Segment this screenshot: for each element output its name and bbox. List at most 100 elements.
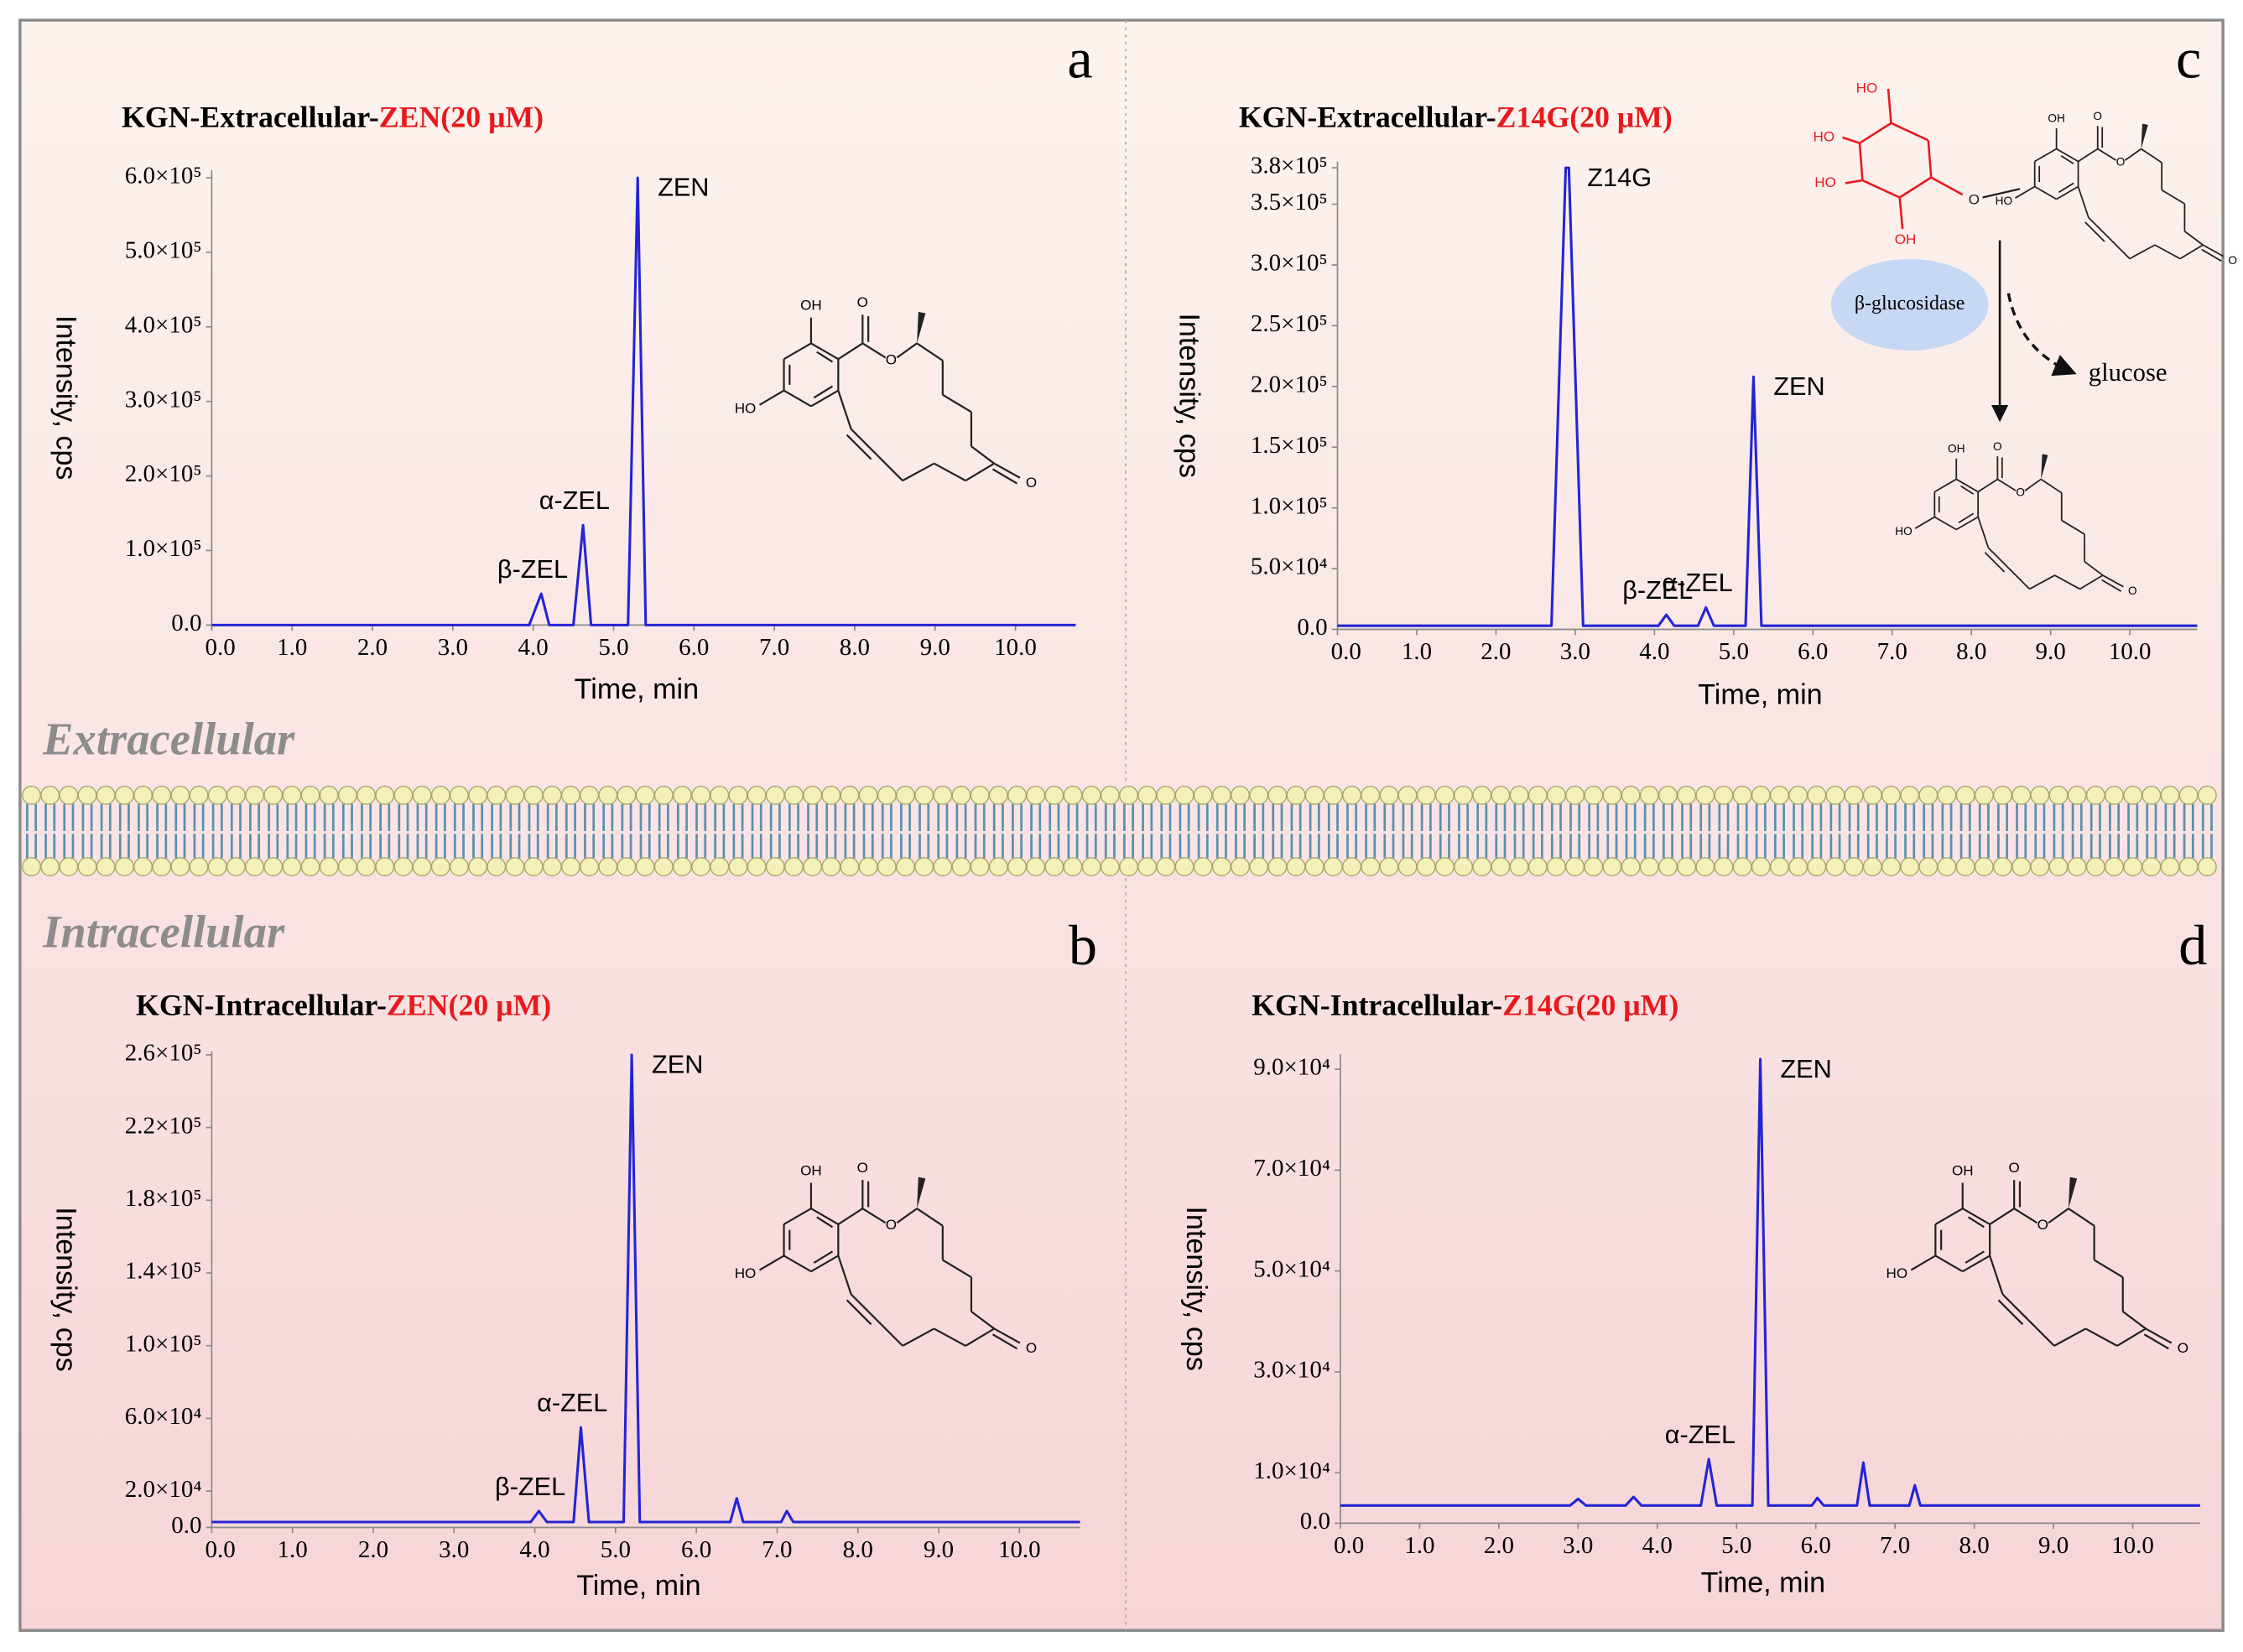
lipid-head [1937, 857, 1957, 877]
lipid-head [468, 785, 488, 805]
y-tick-label: 6.0×10⁴ [125, 1403, 202, 1430]
lipid-head [1026, 857, 1046, 877]
lipid-head [784, 785, 804, 805]
lipid-tail [1067, 803, 1079, 859]
bond [2084, 1327, 2118, 1347]
lipid-tail [1569, 803, 1581, 859]
lipid-head [1788, 785, 1808, 805]
lipid-tail [1085, 803, 1097, 859]
lipid-head [765, 857, 785, 877]
lipid-head [2085, 857, 2105, 877]
lipid-tail [1829, 803, 1841, 859]
lipid-tail [676, 803, 688, 859]
bond [1958, 512, 1975, 524]
lipid-tail [1643, 803, 1655, 859]
bond [2097, 148, 2117, 161]
lipid-head [1918, 857, 1939, 877]
bond [810, 389, 839, 408]
bond [1960, 485, 1975, 495]
lipid-head [784, 857, 804, 877]
lipid-tail [1197, 803, 1209, 859]
lipid-head [803, 785, 823, 805]
bond [1967, 1216, 1985, 1229]
title-part: KGN-Intracellular- [1252, 989, 1502, 1022]
lipid-tail [118, 803, 130, 859]
lipid-head [1156, 857, 1176, 877]
lipid-head [22, 785, 41, 805]
lipid-head [189, 857, 209, 877]
x-tick-label: 7.0 [759, 634, 789, 661]
bond [2141, 148, 2162, 164]
lipid-tail [1253, 803, 1265, 859]
lipid-head [430, 857, 450, 877]
lipid-head [152, 857, 172, 877]
lipid-head [40, 785, 60, 805]
x-tick-label: 8.0 [840, 634, 870, 661]
y-tick-label: 3.8×10⁵ [1251, 153, 1328, 179]
lipid-head [1639, 857, 1659, 877]
lipid-head [59, 857, 79, 877]
x-tick-label: 9.0 [924, 1536, 954, 1563]
title-part: ZEN(20 μM) [387, 989, 551, 1022]
lipid-head [598, 857, 618, 877]
lipid-tail [1365, 803, 1377, 859]
panel-letter: a [1067, 27, 1092, 91]
glucose-bond [1859, 122, 1892, 144]
lipid-head [1100, 857, 1120, 877]
bond [2034, 185, 2058, 200]
lipid-tail [491, 803, 502, 859]
lipid-tail [2089, 803, 2101, 859]
x-tick-label: 3.0 [439, 1536, 469, 1563]
lipid-head [226, 785, 246, 805]
lipid-head [468, 857, 488, 877]
title-part: Z14G(20 μM) [1496, 101, 1673, 134]
lipid-head [542, 785, 562, 805]
lipid-head [803, 857, 823, 877]
x-tick-label: 5.0 [1721, 1532, 1751, 1559]
x-tick-label: 6.0 [679, 634, 709, 661]
lipid-head [840, 857, 860, 877]
x-tick-label: 10.0 [2109, 638, 2152, 665]
lipid-tail [1383, 803, 1395, 859]
lipid-head [2067, 785, 2087, 805]
lipid-tail [1848, 803, 1860, 859]
bond [916, 342, 944, 361]
bond [2053, 1327, 2086, 1347]
lipid-head [1119, 785, 1138, 805]
atom-label: OH [800, 298, 822, 314]
lipid-tail [435, 803, 446, 859]
bond [1933, 516, 1957, 531]
lipid-head [1304, 857, 1324, 877]
bond [965, 462, 995, 482]
lipid-head [1211, 857, 1231, 877]
lipid-head [821, 785, 841, 805]
lipid-head [226, 857, 246, 877]
bond [2116, 1327, 2147, 1347]
chromatogram-line [1337, 166, 2198, 627]
lipid-tail [1736, 803, 1748, 859]
lipid-head [710, 785, 730, 805]
bond [2129, 244, 2156, 260]
wedge-bond [2041, 454, 2048, 480]
atom-label: O [857, 294, 868, 310]
lipid-head [96, 857, 116, 877]
bond [2060, 154, 2074, 164]
atom-label: O [2093, 110, 2102, 122]
y-tick-label: 2.6×10⁵ [125, 1040, 202, 1067]
bond [837, 1255, 852, 1295]
y-tick-label: 2.5×10⁵ [1251, 310, 1328, 337]
atom-label: O [886, 1217, 897, 1233]
y-tick-label: 5.0×10⁴ [1253, 1255, 1330, 1282]
bond [2179, 244, 2204, 260]
lipid-head [2123, 857, 2143, 877]
lipid-head [1063, 857, 1083, 877]
peak-label: α-ZEL [537, 1388, 607, 1417]
lipid-tail [2183, 803, 2194, 859]
lipid-head [1211, 785, 1231, 805]
lipid-head [22, 857, 41, 877]
bond [1962, 1208, 1991, 1225]
lipid-tail [1327, 803, 1339, 859]
bond [1934, 1255, 1964, 1273]
lipid-head [1695, 857, 1715, 877]
